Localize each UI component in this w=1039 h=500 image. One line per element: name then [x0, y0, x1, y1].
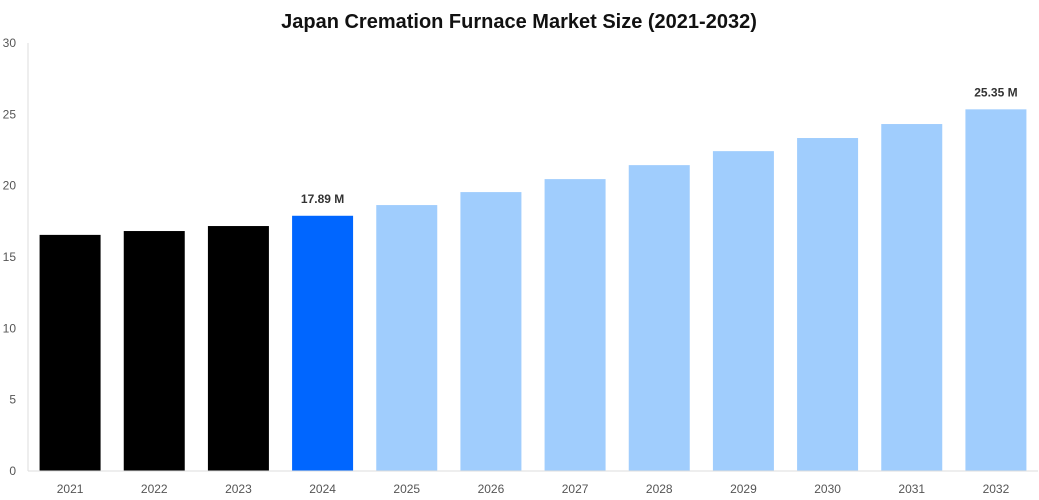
- bar-2031: [881, 124, 943, 471]
- bar-2032: [965, 109, 1027, 471]
- bar-2025: [376, 205, 438, 471]
- bar-2022: [123, 231, 185, 471]
- data-label-2032: 25.35 M: [974, 85, 1017, 99]
- x-tick-label: 2021: [57, 482, 84, 496]
- bar-2023: [207, 226, 269, 471]
- y-tick-label: 15: [3, 250, 17, 264]
- x-tick-label: 2031: [898, 482, 925, 496]
- bar-2024: [292, 215, 354, 471]
- bars: [39, 109, 1027, 472]
- y-tick-label: 30: [3, 36, 17, 50]
- bar-2026: [460, 192, 522, 471]
- y-tick-label: 10: [3, 321, 17, 335]
- y-tick-label: 5: [9, 393, 16, 407]
- x-tick-label: 2027: [562, 482, 589, 496]
- x-tick-label: 2026: [478, 482, 505, 496]
- x-axis: 2021 2022 2023 2024 2025 2026 2027 2028 2029 2030…: [28, 470, 1038, 496]
- bar-2027: [544, 179, 606, 471]
- x-tick-label: 2030: [814, 482, 841, 496]
- y-tick-label: 20: [3, 179, 17, 193]
- x-tick-label: 2032: [983, 482, 1010, 496]
- x-tick-label: 2025: [393, 482, 420, 496]
- bar-2028: [628, 165, 690, 471]
- x-tick-label: 2022: [141, 482, 168, 496]
- bar-2021: [39, 234, 101, 471]
- data-label-2024: 17.89 M: [301, 192, 344, 206]
- y-tick-label: 25: [3, 107, 17, 121]
- x-tick-label: 2024: [309, 482, 336, 496]
- y-axis: 0 5 10 15 20 25 30: [3, 36, 29, 478]
- data-labels: 17.89 M 25.35 M: [301, 85, 1018, 205]
- chart-title: Japan Cremation Furnace Market Size (202…: [281, 11, 757, 33]
- bar-2029: [712, 151, 774, 471]
- x-tick-label: 2023: [225, 482, 252, 496]
- x-tick-label: 2029: [730, 482, 757, 496]
- x-tick-label: 2028: [646, 482, 673, 496]
- bar-2030: [797, 138, 859, 472]
- y-tick-label: 0: [9, 464, 16, 478]
